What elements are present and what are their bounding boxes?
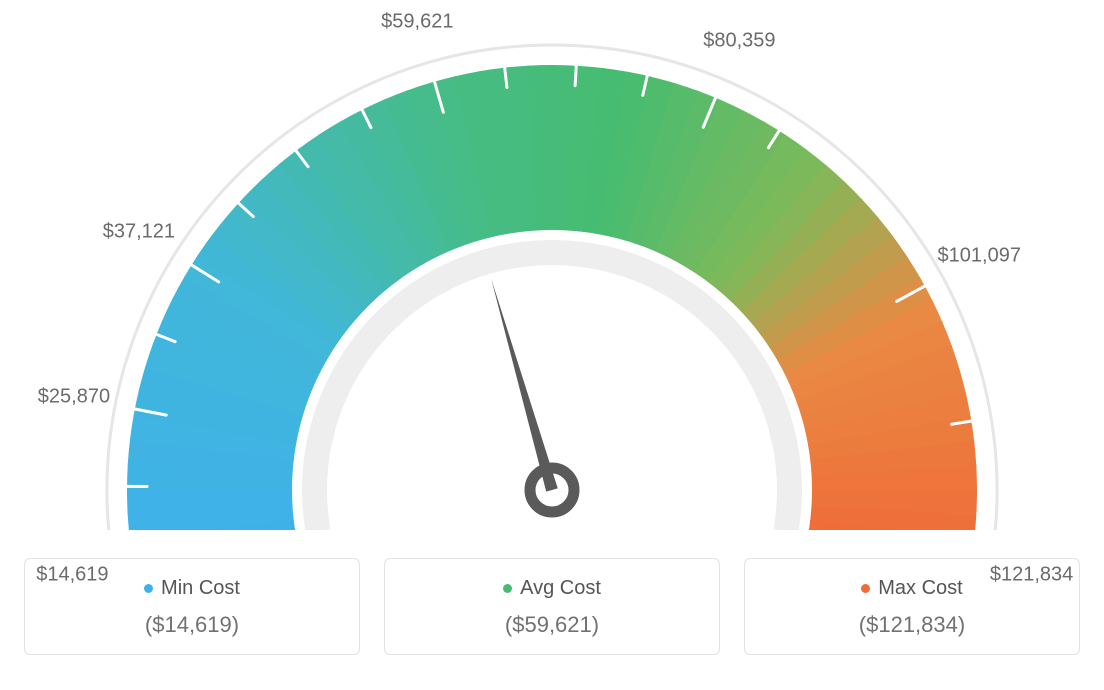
gauge-tick-label: $14,619 — [36, 563, 108, 586]
gauge-tick-label: $37,121 — [103, 221, 175, 244]
gauge-tick-label: $121,834 — [990, 563, 1073, 586]
gauge-tick-label: $59,621 — [381, 10, 453, 33]
cost-gauge: $14,619$25,870$37,121$59,621$80,359$101,… — [20, 20, 1084, 530]
gauge-tick-label: $101,097 — [938, 245, 1021, 268]
avg-cost-value: ($59,621) — [395, 612, 709, 638]
min-cost-title: Min Cost — [144, 577, 240, 600]
gauge-tick-label: $25,870 — [38, 386, 110, 409]
min-dot-icon — [144, 584, 153, 593]
min-cost-title-text: Min Cost — [161, 577, 240, 600]
gauge-tick-label: $80,359 — [703, 29, 775, 52]
gauge-svg — [20, 20, 1084, 530]
avg-dot-icon — [503, 584, 512, 593]
min-cost-value: ($14,619) — [35, 612, 349, 638]
summary-cards: Min Cost ($14,619) Avg Cost ($59,621) Ma… — [20, 558, 1084, 655]
max-dot-icon — [861, 584, 870, 593]
avg-cost-title-text: Avg Cost — [520, 577, 601, 600]
max-cost-value: ($121,834) — [755, 612, 1069, 638]
avg-cost-card: Avg Cost ($59,621) — [384, 558, 720, 655]
max-cost-title: Max Cost — [861, 577, 962, 600]
avg-cost-title: Avg Cost — [503, 577, 601, 600]
max-cost-title-text: Max Cost — [878, 577, 962, 600]
